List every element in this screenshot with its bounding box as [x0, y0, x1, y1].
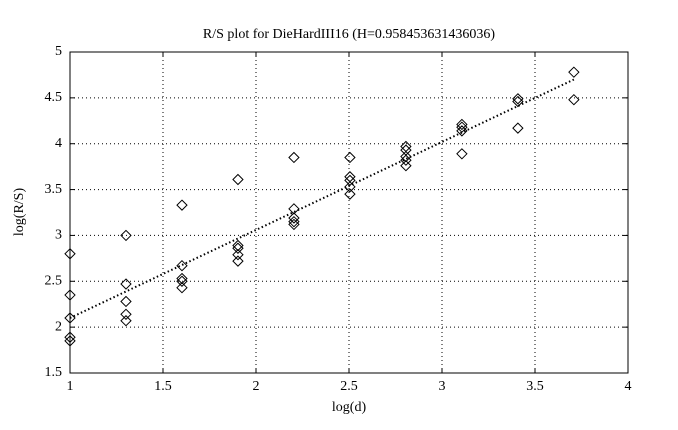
x-tick-label: 1	[67, 379, 74, 394]
data-point	[64, 331, 76, 343]
data-point	[64, 289, 76, 301]
data-point	[288, 203, 300, 215]
data-point	[176, 259, 188, 272]
data-point	[288, 218, 300, 231]
data-point	[344, 188, 356, 200]
data-point	[288, 215, 300, 228]
data-point	[344, 174, 356, 187]
data-point	[176, 281, 188, 294]
data-point	[400, 154, 412, 166]
data-point	[176, 275, 188, 287]
data-point	[232, 173, 244, 186]
data-point	[400, 144, 412, 156]
data-point	[456, 121, 468, 133]
data-point	[568, 93, 580, 106]
fit-line	[69, 78, 575, 319]
x-tick-label: 1.5	[154, 379, 172, 394]
data-point	[232, 255, 244, 267]
data-point	[120, 315, 132, 327]
data-point	[344, 181, 356, 193]
plot-frame	[69, 51, 629, 374]
data-point	[568, 66, 580, 78]
data-point	[120, 295, 132, 308]
data-point	[232, 239, 244, 252]
chart-title: R/S plot for DieHardIII16 (H=0.958453631…	[203, 27, 495, 42]
y-tick-label: 3.5	[45, 182, 63, 197]
x-tick-label: 3.5	[526, 379, 544, 394]
y-tick-label: 2.5	[45, 274, 63, 289]
y-tick-label: 4.5	[45, 90, 63, 105]
data-point	[176, 199, 188, 211]
x-tick-label: 2.5	[340, 379, 358, 394]
data-point	[456, 118, 468, 131]
data-point	[456, 148, 468, 160]
data-point	[288, 212, 300, 224]
data-point	[512, 95, 524, 108]
y-tick-label: 1.5	[45, 365, 63, 380]
data-point	[344, 171, 356, 183]
data-point	[232, 242, 244, 254]
data-point	[400, 150, 412, 163]
y-tick-label: 2	[55, 319, 62, 334]
data-point	[176, 272, 188, 285]
data-point	[456, 125, 468, 137]
data-point	[120, 308, 132, 321]
data-point	[288, 151, 300, 164]
data-point	[232, 248, 244, 261]
y-tick-label: 5	[55, 44, 62, 59]
data-point	[344, 151, 356, 164]
data-point	[120, 278, 132, 290]
x-tick-label: 2	[253, 379, 260, 394]
data-point	[400, 160, 412, 172]
data-point	[512, 122, 524, 134]
data-point	[512, 93, 524, 105]
data-point	[120, 229, 132, 242]
y-tick-label: 3	[55, 228, 62, 243]
data-point	[64, 335, 76, 347]
y-axis-label: log(R/S)	[12, 188, 27, 237]
y-tick-label: 4	[55, 136, 62, 151]
data-point	[64, 312, 76, 324]
data-point	[400, 140, 412, 153]
x-tick-label: 4	[625, 379, 632, 394]
x-tick-label: 3	[439, 379, 446, 394]
x-axis-label: log(d)	[332, 400, 367, 415]
data-point	[64, 248, 76, 260]
